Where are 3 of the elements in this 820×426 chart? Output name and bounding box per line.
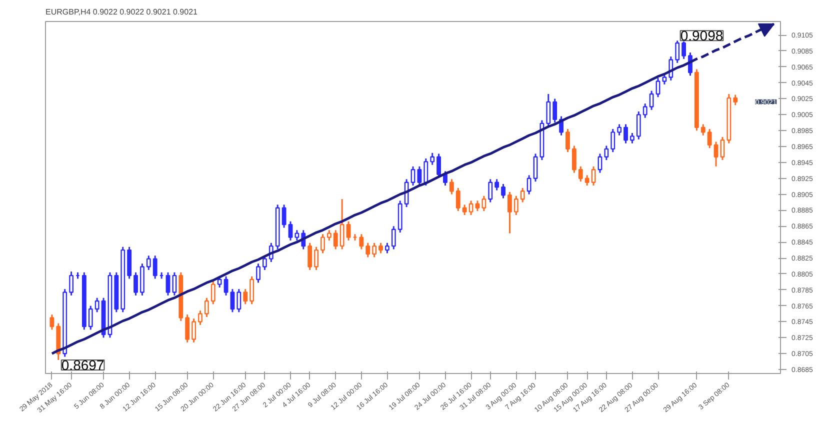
annotation: 0.8697 (61, 356, 104, 373)
annotation: 0.9098 (680, 28, 724, 44)
chart-title: EURGBP,H4 0.9022 0.9022 0.9021 0.9021 (46, 8, 198, 16)
